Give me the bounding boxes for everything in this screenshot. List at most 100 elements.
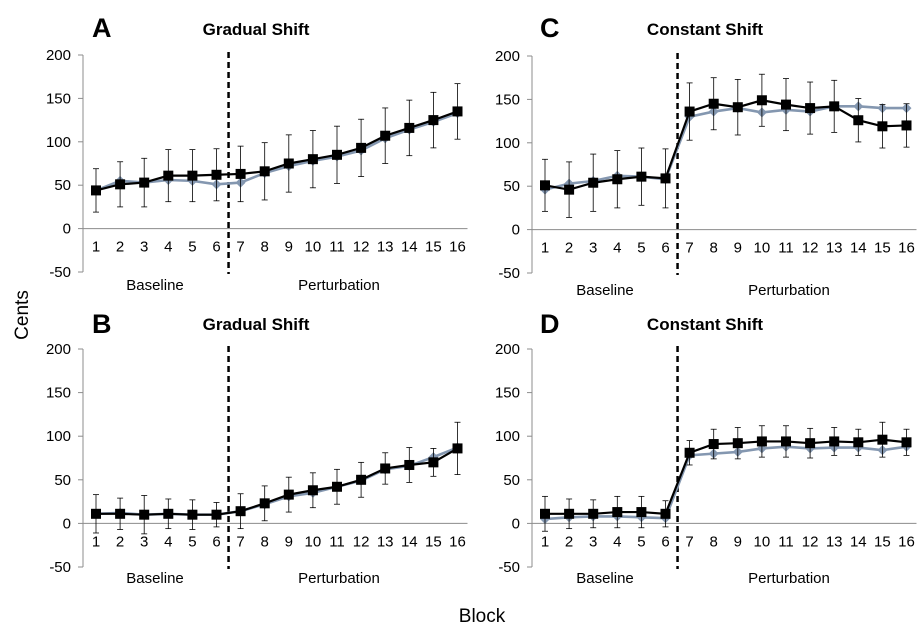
data-point-square — [115, 179, 126, 190]
series-line — [95, 111, 458, 192]
data-point-square — [756, 436, 767, 447]
phase-label: Baseline — [126, 570, 184, 587]
data-point-square — [901, 437, 912, 448]
data-point-square — [139, 177, 150, 188]
data-point-square — [163, 170, 174, 181]
data-point-square — [708, 98, 719, 109]
x-tick-label: 5 — [637, 533, 645, 550]
x-tick-label: 13 — [826, 533, 843, 550]
data-point-square — [380, 463, 391, 474]
x-tick-label: 9 — [285, 533, 293, 550]
data-point-square — [404, 459, 415, 470]
data-point-square — [612, 507, 623, 518]
x-tick-label: 3 — [140, 533, 148, 550]
series-line — [544, 99, 907, 191]
x-tick-label: 8 — [261, 239, 269, 256]
data-point-square — [452, 443, 463, 454]
phase-label: Perturbation — [298, 277, 380, 294]
phase-label: Baseline — [576, 282, 634, 299]
data-point-square — [307, 485, 318, 496]
phase-label: Baseline — [576, 570, 634, 587]
data-point-square — [660, 508, 671, 519]
panel-title: Constant Shift — [647, 20, 763, 39]
x-tick-label: 2 — [565, 533, 573, 550]
x-tick-label: 16 — [898, 533, 915, 550]
data-point-square — [163, 508, 174, 519]
data-point-square — [187, 170, 198, 181]
data-point-square — [660, 173, 671, 184]
x-tick-label: 10 — [305, 239, 322, 256]
x-tick-label: 14 — [850, 533, 867, 550]
data-point-square — [756, 95, 767, 106]
series-line — [544, 445, 907, 521]
data-point-square — [91, 508, 101, 519]
data-point-square — [332, 481, 342, 492]
x-tick-label: 12 — [802, 240, 819, 257]
data-point-square — [805, 103, 816, 114]
x-tick-label: 2 — [116, 239, 124, 256]
x-tick-label: 11 — [778, 240, 794, 257]
y-tick-label: -50 — [498, 559, 520, 576]
x-axis-label: Block — [459, 606, 506, 627]
x-tick-label: 15 — [425, 239, 442, 256]
data-point-square — [187, 509, 198, 520]
series-line — [95, 446, 458, 516]
y-tick-label: 0 — [63, 221, 71, 238]
x-tick-label: 10 — [754, 240, 771, 257]
data-point-square — [259, 166, 270, 177]
data-point-square — [139, 509, 150, 520]
data-point-square — [684, 447, 695, 458]
data-point-square — [732, 102, 743, 113]
x-tick-label: 3 — [589, 533, 597, 550]
x-tick-label: 14 — [401, 239, 418, 256]
data-point-square — [235, 506, 246, 517]
y-tick-label: 200 — [46, 47, 71, 64]
y-tick-label: -50 — [498, 265, 520, 282]
y-tick-label: 100 — [495, 428, 520, 445]
x-tick-label: 1 — [92, 239, 100, 256]
x-tick-label: 2 — [565, 240, 573, 257]
panel-letter: A — [92, 13, 112, 43]
panel-title: Gradual Shift — [203, 20, 310, 39]
panel-title: Gradual Shift — [203, 315, 310, 334]
data-point-square — [877, 434, 888, 445]
x-tick-label: 8 — [261, 533, 269, 550]
x-tick-label: 16 — [898, 240, 915, 257]
x-tick-label: 10 — [305, 533, 322, 550]
panel-letter: C — [540, 13, 560, 43]
x-tick-label: 5 — [188, 533, 196, 550]
x-tick-label: 15 — [874, 240, 891, 257]
x-tick-label: 1 — [92, 533, 100, 550]
data-point-square — [853, 437, 864, 448]
y-tick-label: 100 — [46, 134, 71, 151]
data-point-square — [781, 436, 791, 447]
y-tick-label: 200 — [46, 341, 71, 358]
data-point-square — [612, 174, 623, 185]
x-tick-label: 5 — [188, 239, 196, 256]
x-tick-label: 8 — [710, 240, 718, 257]
y-tick-label: 150 — [46, 90, 71, 107]
data-point-square — [853, 115, 864, 126]
data-point-square — [283, 158, 294, 169]
data-point-square — [91, 185, 101, 196]
x-tick-label: 4 — [613, 240, 621, 257]
phase-label: Perturbation — [298, 570, 380, 587]
x-tick-label: 1 — [541, 240, 549, 257]
y-tick-label: 150 — [46, 385, 71, 402]
x-tick-label: 9 — [734, 533, 742, 550]
x-tick-label: 9 — [285, 239, 293, 256]
series-line — [96, 447, 459, 516]
data-point-square — [781, 99, 791, 110]
data-point-square — [452, 106, 463, 117]
phase-label: Perturbation — [748, 282, 830, 299]
x-tick-label: 13 — [377, 533, 394, 550]
x-tick-label: 11 — [329, 533, 345, 550]
data-point-square — [540, 180, 550, 191]
x-tick-label: 11 — [329, 239, 345, 256]
x-tick-label: 15 — [874, 533, 891, 550]
y-tick-label: 150 — [495, 385, 520, 402]
x-tick-label: 10 — [754, 533, 771, 550]
